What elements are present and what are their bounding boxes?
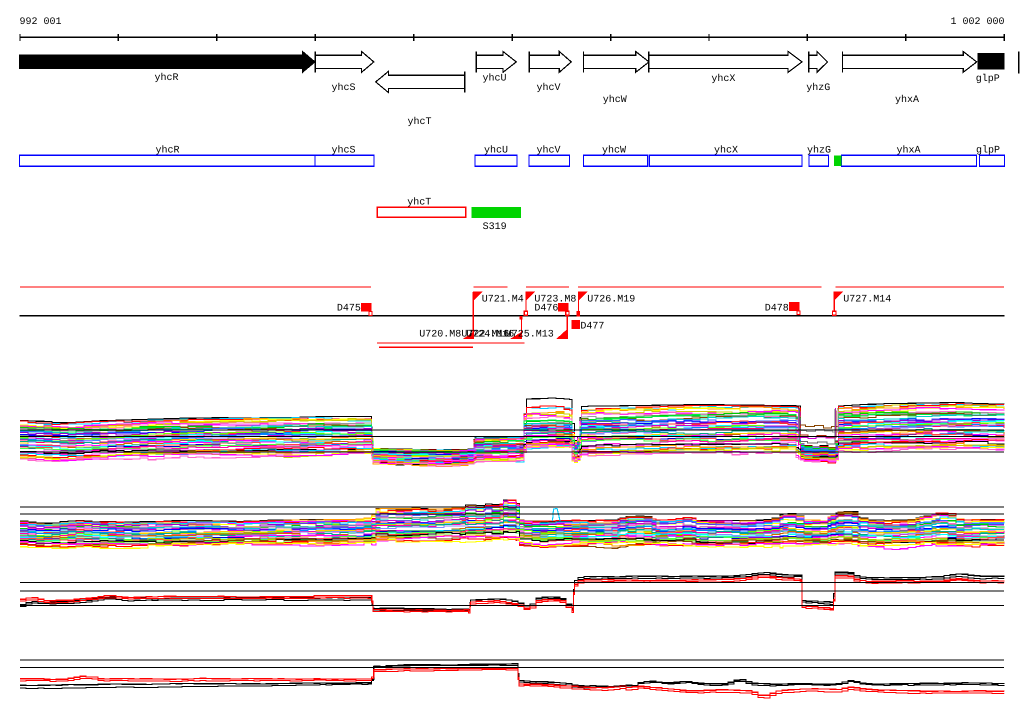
svg-text:yhcW: yhcW: [602, 144, 626, 156]
svg-text:yhcV: yhcV: [536, 144, 560, 156]
svg-text:yhcX: yhcX: [711, 73, 735, 85]
svg-text:D476: D476: [534, 304, 558, 315]
svg-text:U721.M4: U721.M4: [482, 295, 524, 306]
svg-text:glpP: glpP: [976, 144, 1000, 156]
svg-text:U720.M8: U720.M8: [419, 330, 461, 341]
svg-text:yhcU: yhcU: [482, 72, 506, 84]
svg-text:yhcX: yhcX: [714, 144, 738, 156]
svg-text:992 001: 992 001: [20, 17, 62, 28]
svg-text:yhzG: yhzG: [807, 144, 831, 156]
svg-text:yhcT: yhcT: [407, 116, 431, 128]
svg-text:U726.M19: U726.M19: [587, 295, 635, 306]
svg-text:yhxA: yhxA: [895, 94, 919, 106]
svg-text:U725.M13: U725.M13: [506, 330, 554, 341]
svg-text:1 002 000: 1 002 000: [950, 17, 1004, 28]
svg-text:yhcR: yhcR: [154, 72, 178, 84]
svg-text:yhcS: yhcS: [331, 82, 355, 94]
svg-text:yhzG: yhzG: [806, 82, 830, 94]
svg-text:yhxA: yhxA: [896, 144, 920, 156]
svg-text:S319: S319: [483, 222, 507, 233]
svg-text:yhcS: yhcS: [331, 144, 355, 156]
svg-text:yhcR: yhcR: [155, 144, 179, 156]
svg-text:yhcV: yhcV: [536, 82, 560, 94]
svg-text:U723.M8: U723.M8: [534, 295, 576, 306]
svg-text:yhcU: yhcU: [484, 144, 508, 156]
svg-text:yhcW: yhcW: [603, 94, 627, 106]
svg-text:U722.M16: U722.M16: [461, 330, 509, 341]
svg-text:D477: D477: [580, 322, 604, 333]
svg-text:D475: D475: [337, 304, 361, 315]
svg-text:U724.M16: U724.M16: [466, 330, 514, 341]
svg-text:glpP: glpP: [976, 73, 1000, 85]
svg-text:U727.M14: U727.M14: [843, 295, 891, 306]
svg-text:yhcT: yhcT: [407, 197, 431, 209]
svg-text:D478: D478: [765, 304, 789, 315]
